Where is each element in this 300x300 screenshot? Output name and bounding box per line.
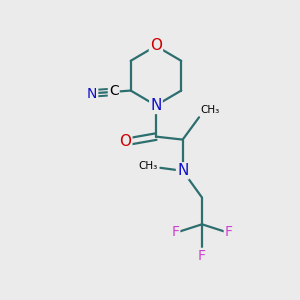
Text: C: C — [109, 84, 118, 98]
Text: N: N — [87, 86, 97, 100]
Text: F: F — [198, 249, 206, 263]
Text: N: N — [177, 163, 188, 178]
Text: CH₃: CH₃ — [200, 105, 220, 115]
Text: F: F — [171, 225, 179, 239]
Text: N: N — [150, 98, 162, 113]
Text: O: O — [119, 134, 131, 148]
Text: O: O — [150, 38, 162, 53]
Text: CH₃: CH₃ — [139, 161, 158, 171]
Text: F: F — [225, 225, 233, 239]
